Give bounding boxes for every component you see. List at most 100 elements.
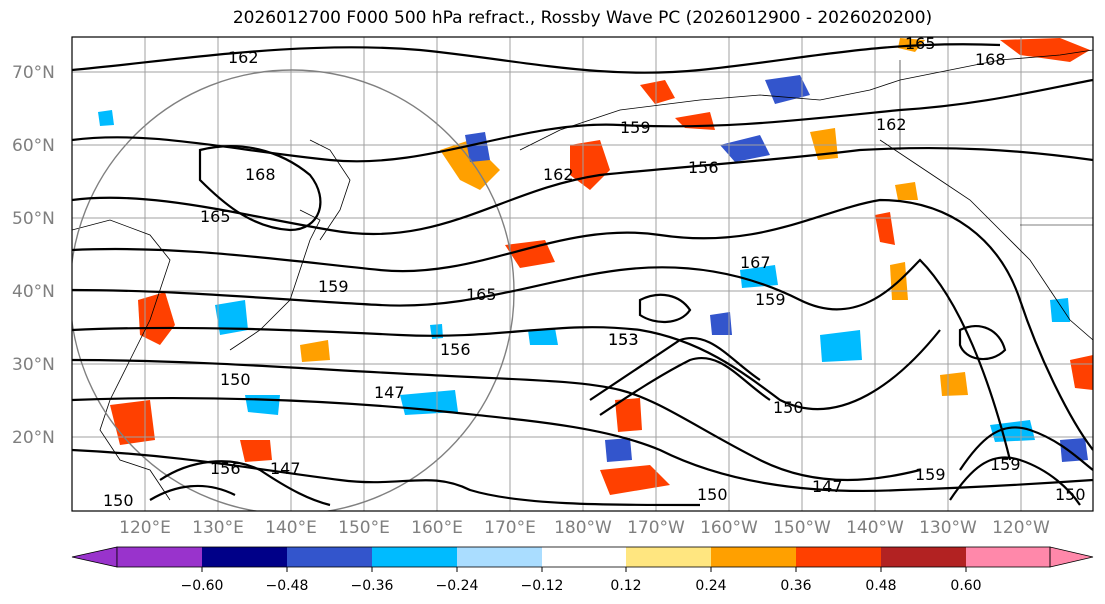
lat-label: 30°N [12,355,55,375]
colorbar-segment [287,547,372,567]
contour-label: 165 [466,285,497,304]
colorbar-segment [372,547,457,567]
positive-anomaly [1000,38,1090,62]
lon-label: 120°W [992,518,1050,538]
lat-label: 60°N [12,136,55,156]
contour-label: 165 [200,207,231,226]
colorbar-segment [626,547,711,567]
contour-labels: 162 165 168 159 162 156 162 168 165 159 … [103,34,1086,510]
lon-label: 120°E [119,518,171,538]
positive-anomaly [440,140,500,190]
contour-label: 156 [440,340,471,359]
positive-anomaly [570,140,610,190]
contour-line [72,326,941,411]
lon-label: 130°E [192,518,244,538]
anomaly-shading [98,38,1093,495]
colorbar-segment [711,547,796,567]
contour-line [959,426,1093,471]
positive-anomaly [810,128,838,160]
contour-line [958,325,1007,361]
contour-line [72,358,921,482]
lon-label: 140°W [846,518,904,538]
map-title: 2026012700 F000 500 hPa refract., Rossby… [232,8,933,28]
colorbar-segment [796,547,881,567]
lon-label: 170°W [627,518,685,538]
positive-anomaly [940,372,968,396]
lon-label: 180°W [554,518,612,538]
contour-line [72,146,1093,236]
colorbar-tick-label: 0.48 [865,578,896,594]
lon-label: 150°W [773,518,831,538]
map-frame [71,36,1094,512]
contour-line [72,78,1093,163]
colorbar-tick-label: −0.36 [351,578,394,594]
contour-label: 156 [688,158,719,177]
positive-anomaly [875,212,895,245]
positive-anomaly [505,240,555,268]
contour-label: 162 [228,48,259,67]
coastline-kamchatka [309,139,351,241]
lon-label: 140°E [265,518,317,538]
contour-label: 165 [905,34,936,53]
reference-circle [72,69,515,511]
negative-anomaly [215,300,248,335]
contour-label: 159 [990,455,1021,474]
positive-anomaly [138,292,175,345]
negative-anomaly [245,395,280,415]
contour-line [638,293,692,323]
contour-label: 167 [740,253,771,272]
contour-label: 153 [608,330,639,349]
contour-label: 168 [975,50,1006,69]
colorbar-tick-label: −0.12 [521,578,564,594]
colorbar-ticks [201,567,967,572]
colorbar-segment [542,547,626,567]
contour-line [72,448,701,507]
colorbar-segment [202,547,287,567]
lon-label: 150°E [338,518,390,538]
contour-line [159,460,331,507]
colorbar-tick-label: −0.60 [181,578,224,594]
contour-line [949,456,1081,506]
contour-line [72,396,1093,493]
negative-anomaly [710,312,732,335]
map-area: 162 165 168 159 162 156 162 168 165 159 … [72,34,1093,511]
contour-label: 150 [697,485,728,504]
contour-line [198,145,322,232]
negative-anomaly [605,438,632,462]
lon-label: 170°E [484,518,536,538]
lon-label: 160°W [700,518,758,538]
contour-label: 168 [245,165,276,184]
contour-label: 147 [270,459,301,478]
lon-label: 130°W [919,518,977,538]
contour-label: 150 [220,370,251,389]
positive-anomaly [640,80,675,104]
colorbar-segment [117,547,202,567]
contour-label: 150 [103,491,134,510]
colorbar-segment [457,547,542,567]
colorbar-tick-label: −0.48 [266,578,309,594]
positive-anomaly [300,340,330,362]
colorbar-segment [966,547,1050,567]
colorbar-segment [881,547,966,567]
positive-anomaly [240,440,272,462]
coastline-asia [72,219,171,501]
contour-line [599,357,771,416]
longitude-labels: 120°E 130°E 140°E 150°E 160°E 170°E 180°… [119,518,1050,538]
colorbar-frame [116,546,1051,568]
lat-label: 40°N [12,282,55,302]
latitude-labels: 70°N 60°N 50°N 40°N 30°N 20°N [12,63,55,448]
contour-label: 159 [755,290,786,309]
negative-anomaly [1060,438,1088,462]
positive-anomaly [600,465,670,495]
contour-line [72,258,1012,461]
contour-line [589,337,761,401]
colorbar-extend-high [1049,546,1094,568]
contour-label: 159 [915,465,946,484]
contour-label: 150 [773,398,804,417]
colorbar-tick-label: 0.24 [695,578,726,594]
contours [72,43,1093,507]
colorbar-tick-label: −0.24 [436,578,479,594]
colorbar-tick-label: 0.12 [610,578,641,594]
positive-anomaly [615,398,642,432]
